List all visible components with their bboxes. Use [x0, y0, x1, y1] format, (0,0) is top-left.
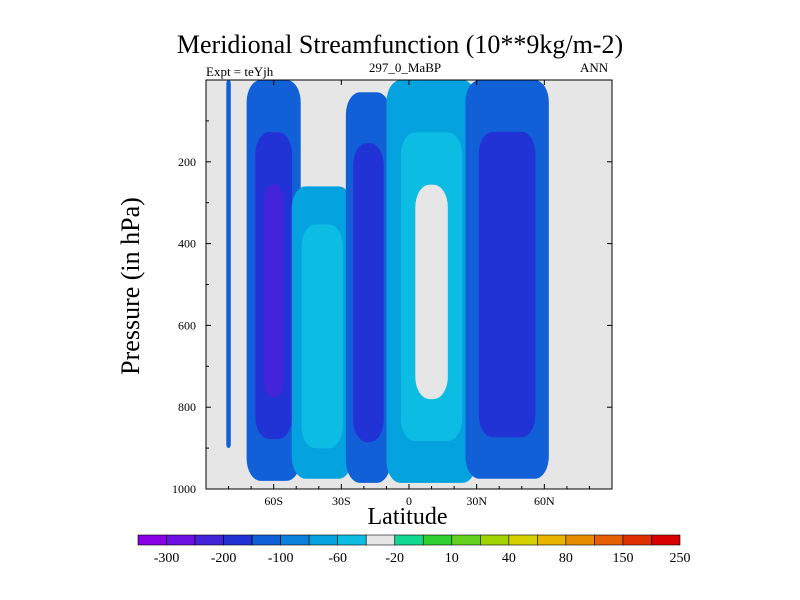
x-tick-label: 30S [332, 494, 351, 508]
colorbar-label: 10 [445, 551, 459, 566]
colorbar-label: -20 [385, 551, 404, 566]
colorbar-swatch [308, 534, 338, 546]
colorbar-label: -200 [211, 551, 237, 566]
y-tick-label: 200 [178, 155, 196, 169]
chart-title: Meridional Streamfunction (10**9kg/m-2) [176, 30, 624, 59]
colorbar-swatch [451, 534, 481, 546]
cell-sh-midlat-positive-level-40 [301, 224, 343, 449]
colorbar-swatch [394, 534, 424, 546]
colorbar-swatch [565, 534, 595, 546]
colorbar-label: 80 [559, 551, 573, 566]
chart-subtitle: 297_0_MaBP [368, 60, 442, 75]
season-label: ANN [580, 60, 609, 75]
colorbar-swatch [223, 534, 253, 546]
cell-tropical-positive-level-80 [415, 184, 448, 400]
colorbar-swatch [194, 534, 224, 546]
colorbar-swatch [622, 534, 652, 546]
colorbar-label: 250 [670, 551, 691, 566]
colorbar-label: -100 [268, 551, 294, 566]
colorbar-label: -60 [328, 551, 347, 566]
cell-sh-high-lat-level-neg20 [226, 80, 231, 449]
colorbar-swatch [166, 534, 196, 546]
colorbar-swatch [537, 534, 567, 546]
cell-sh-ferrel-negative-level-neg100 [263, 184, 284, 398]
x-tick-label: 60N [534, 494, 555, 508]
colorbar-label: 40 [502, 551, 516, 566]
x-axis-label: Latitude [367, 504, 448, 530]
colorbar-swatch [280, 534, 310, 546]
experiment-label: Expt = teYjh [206, 64, 274, 79]
colorbar-swatch [508, 534, 538, 546]
colorbar-swatch [480, 534, 510, 546]
colorbar-swatch [137, 534, 167, 546]
colorbar-label: -300 [154, 551, 180, 566]
x-tick-label: 30N [466, 494, 487, 508]
y-tick-label: 800 [178, 400, 196, 414]
colorbar-swatch [251, 534, 281, 546]
x-tick-label: 60S [264, 494, 283, 508]
y-tick-label: 400 [178, 237, 196, 251]
cell-nh-negative-level-neg60 [478, 131, 536, 438]
colorbar-swatch [651, 534, 681, 546]
colorbar-swatch [365, 534, 396, 546]
cell-sh-hadley-negative-level-neg60 [353, 143, 384, 443]
colorbar-label: 150 [612, 551, 633, 566]
colorbar-swatch [337, 534, 367, 546]
x-tick-label: 0 [406, 494, 412, 508]
y-tick-label: 600 [178, 318, 196, 332]
y-tick-label: 1000 [172, 482, 196, 496]
colorbar-swatch [422, 534, 453, 546]
colorbar-swatch [594, 534, 624, 546]
